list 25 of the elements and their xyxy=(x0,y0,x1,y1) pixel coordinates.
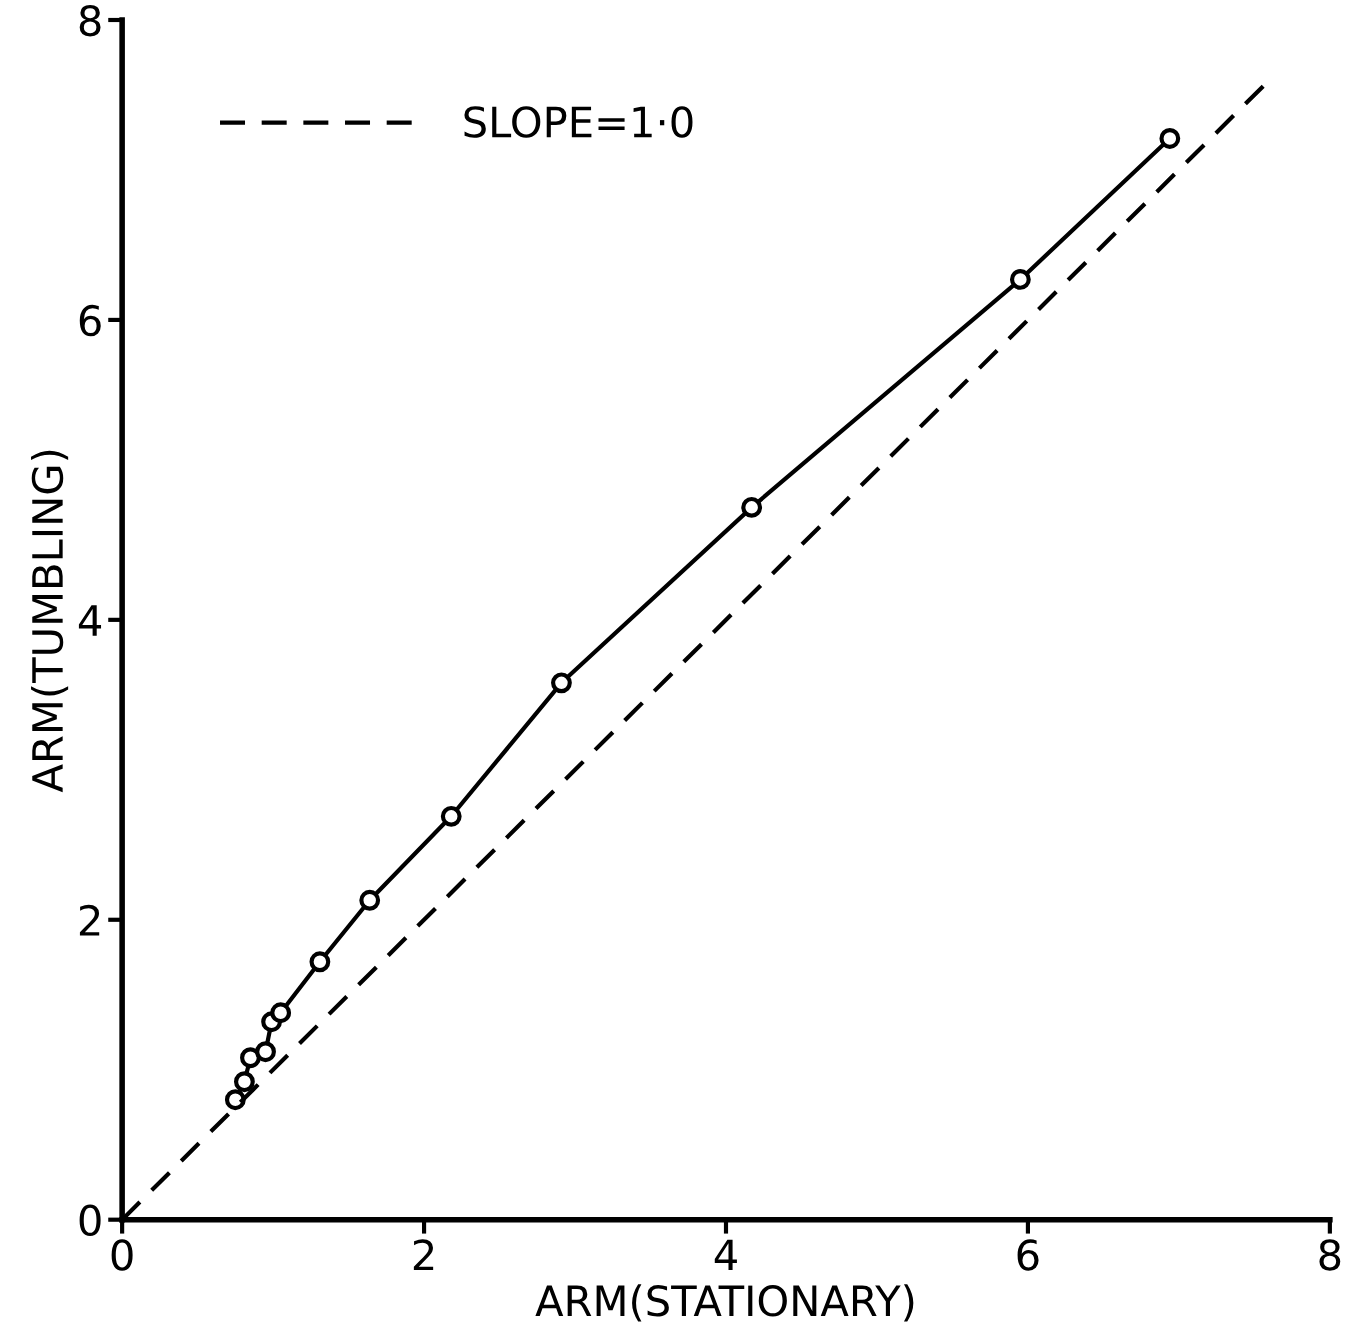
point xyxy=(1009,269,1031,290)
point xyxy=(741,496,763,518)
point xyxy=(270,1002,292,1024)
point xyxy=(1159,128,1181,149)
y-tick-label: 2 xyxy=(79,904,100,936)
y-tick-label: 6 xyxy=(79,304,101,337)
point xyxy=(440,805,462,827)
point xyxy=(224,1089,246,1111)
y-tick-label: 0 xyxy=(79,1204,101,1237)
x-tick-label: 6 xyxy=(1017,1239,1039,1271)
point xyxy=(233,1071,255,1093)
point xyxy=(255,1041,276,1063)
x-tick-label: 4 xyxy=(714,1239,737,1271)
x-tick-label: 0 xyxy=(111,1239,133,1271)
y-axis-title: ARM(TUMBLING) xyxy=(31,450,69,793)
legend-label: SLOPE=1·0 xyxy=(464,106,693,138)
y-tick-label: 8 xyxy=(79,4,101,37)
point xyxy=(309,951,331,973)
point xyxy=(551,672,572,694)
x-tick-label: 2 xyxy=(413,1239,434,1271)
x-axis-title: ARM(STATIONARY) xyxy=(535,1284,914,1322)
point xyxy=(240,1047,261,1069)
y-tick-label: 4 xyxy=(78,605,102,636)
point xyxy=(359,889,381,911)
x-tick-label: 8 xyxy=(1319,1239,1341,1271)
